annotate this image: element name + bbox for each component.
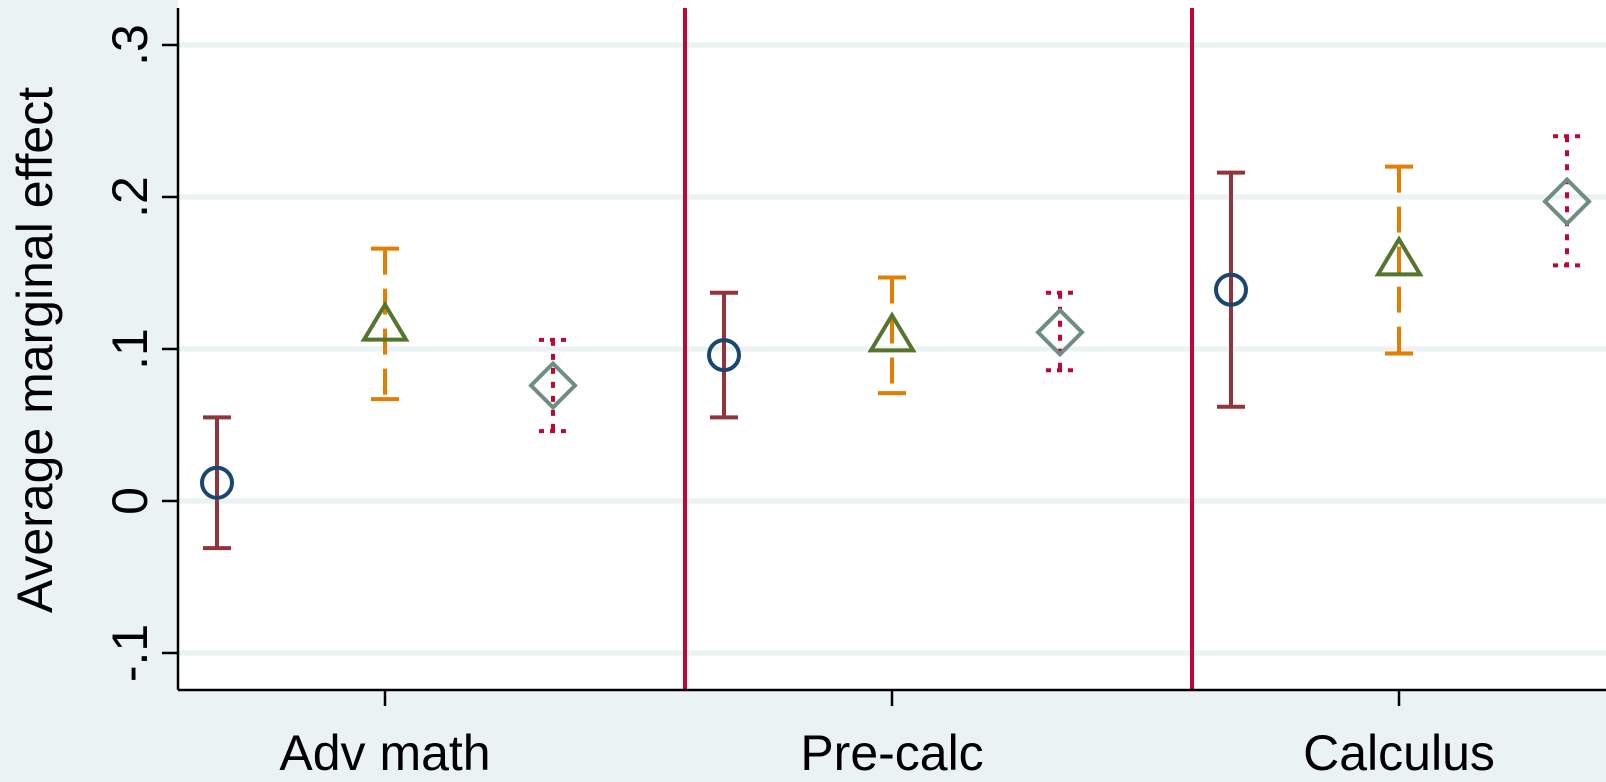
y-tick-label: .1 [102, 328, 158, 370]
estimate-marker-triangle [867, 311, 917, 353]
x-tick-label: Adv math [279, 725, 490, 781]
estimate-marker-circle [200, 465, 234, 500]
ci-point-group [867, 275, 917, 396]
y-ticks: -.1 0 .1 .2 .3 [102, 24, 178, 682]
plot-background [178, 0, 1606, 690]
y-tick-label: .2 [102, 176, 158, 218]
y-tick-label: .3 [102, 24, 158, 66]
x-ticks: Adv math Pre-calc Calculus [279, 690, 1495, 781]
estimate-marker-triangle [360, 300, 410, 342]
ci-point-group [1542, 134, 1592, 268]
data-marks [200, 134, 1592, 551]
group-dividers [683, 8, 1194, 690]
y-tick-label: -.1 [102, 624, 158, 682]
estimate-marker-diamond [1542, 176, 1592, 227]
ci-point-group [1035, 290, 1085, 373]
ci-point-group [1214, 170, 1248, 409]
estimate-marker-triangle [1374, 235, 1424, 277]
y-tick-label: 0 [102, 487, 158, 515]
x-tick-label: Calculus [1303, 725, 1495, 781]
y-axis-title: Average marginal effect [7, 87, 63, 613]
ci-point-group [528, 337, 578, 434]
estimate-marker-circle [1214, 272, 1248, 307]
estimate-marker-diamond [1035, 307, 1085, 358]
ci-point-group [707, 290, 741, 420]
ci-point-group [360, 246, 410, 402]
ci-point-group [1374, 164, 1424, 356]
estimate-marker-circle [707, 338, 741, 373]
estimate-marker-diamond [528, 360, 578, 411]
ci-point-group [200, 415, 234, 551]
x-tick-label: Pre-calc [800, 725, 983, 781]
